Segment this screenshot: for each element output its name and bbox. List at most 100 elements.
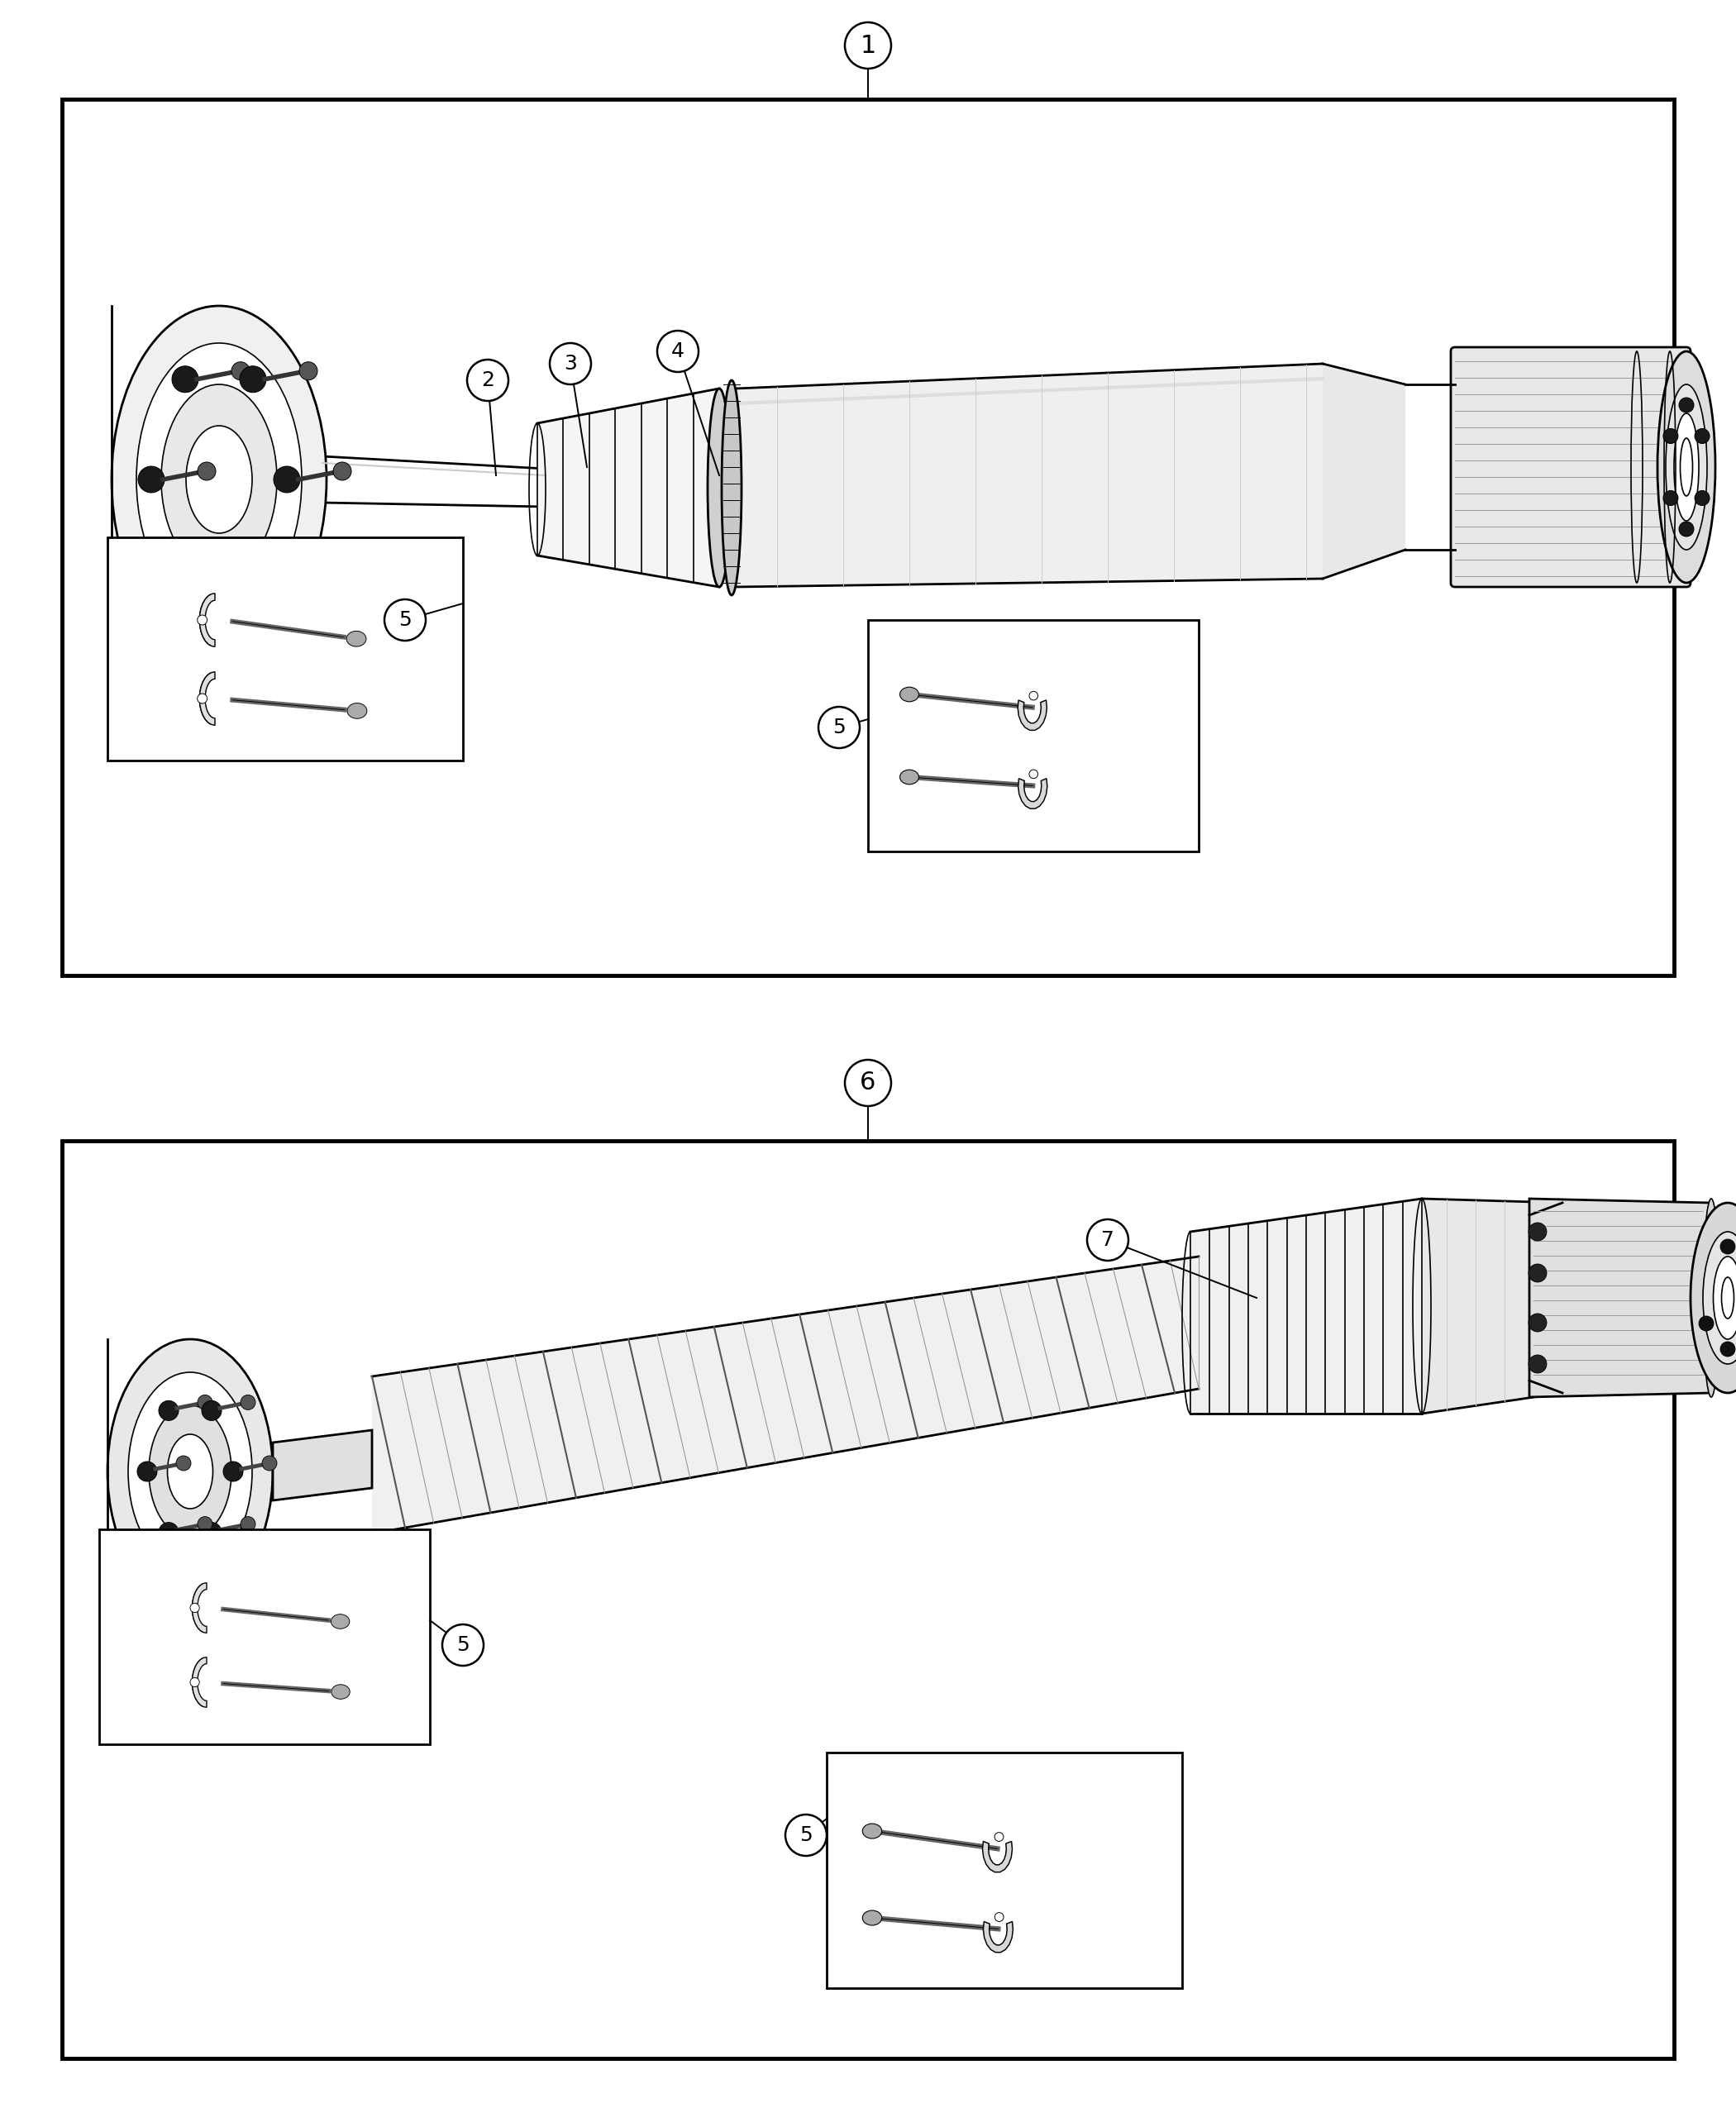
Polygon shape bbox=[372, 1256, 1198, 1533]
Ellipse shape bbox=[299, 363, 318, 379]
Ellipse shape bbox=[172, 367, 198, 392]
Text: 5: 5 bbox=[833, 717, 845, 738]
Circle shape bbox=[818, 706, 859, 748]
Text: 2: 2 bbox=[481, 371, 495, 390]
Ellipse shape bbox=[198, 1516, 212, 1533]
Ellipse shape bbox=[1667, 384, 1706, 550]
Polygon shape bbox=[1017, 700, 1047, 729]
Polygon shape bbox=[200, 592, 215, 647]
Ellipse shape bbox=[332, 1615, 349, 1629]
Ellipse shape bbox=[899, 769, 918, 784]
Ellipse shape bbox=[1658, 352, 1715, 582]
Circle shape bbox=[845, 1060, 891, 1107]
Text: 1: 1 bbox=[859, 34, 877, 57]
Ellipse shape bbox=[1528, 1313, 1547, 1332]
Ellipse shape bbox=[347, 630, 366, 647]
Polygon shape bbox=[1323, 365, 1406, 580]
Ellipse shape bbox=[201, 1522, 222, 1543]
Bar bbox=[868, 620, 1198, 852]
Ellipse shape bbox=[1700, 1315, 1713, 1330]
Polygon shape bbox=[323, 455, 545, 506]
Ellipse shape bbox=[1528, 1223, 1547, 1242]
Bar bbox=[62, 1140, 1674, 2057]
Ellipse shape bbox=[1674, 413, 1700, 521]
Ellipse shape bbox=[111, 306, 326, 653]
Ellipse shape bbox=[1703, 1231, 1736, 1364]
Circle shape bbox=[191, 1678, 200, 1686]
Ellipse shape bbox=[149, 1406, 231, 1537]
Ellipse shape bbox=[708, 388, 731, 586]
Circle shape bbox=[995, 1912, 1003, 1922]
Ellipse shape bbox=[1663, 491, 1679, 506]
Bar bbox=[99, 1528, 431, 1743]
Ellipse shape bbox=[231, 363, 250, 379]
Bar bbox=[108, 538, 464, 761]
Ellipse shape bbox=[899, 687, 918, 702]
Polygon shape bbox=[1191, 1199, 1422, 1414]
Polygon shape bbox=[200, 672, 215, 725]
Polygon shape bbox=[538, 388, 719, 586]
Ellipse shape bbox=[1679, 398, 1694, 413]
Ellipse shape bbox=[175, 1457, 191, 1471]
Ellipse shape bbox=[722, 379, 741, 594]
Ellipse shape bbox=[1720, 1341, 1736, 1358]
Ellipse shape bbox=[167, 1433, 214, 1509]
Text: 4: 4 bbox=[672, 341, 684, 360]
Ellipse shape bbox=[186, 426, 252, 533]
Circle shape bbox=[1087, 1218, 1128, 1261]
Ellipse shape bbox=[161, 384, 278, 575]
Ellipse shape bbox=[863, 1910, 882, 1925]
Polygon shape bbox=[1529, 1199, 1712, 1398]
Text: 5: 5 bbox=[800, 1826, 812, 1844]
Text: 5: 5 bbox=[399, 609, 411, 630]
Polygon shape bbox=[1017, 778, 1047, 809]
Ellipse shape bbox=[137, 344, 302, 616]
Polygon shape bbox=[193, 1583, 207, 1634]
Ellipse shape bbox=[231, 563, 250, 580]
Circle shape bbox=[467, 360, 509, 401]
Ellipse shape bbox=[241, 1395, 255, 1410]
Ellipse shape bbox=[108, 1339, 273, 1604]
Ellipse shape bbox=[224, 1461, 243, 1482]
Circle shape bbox=[198, 694, 207, 704]
Circle shape bbox=[658, 331, 698, 371]
Polygon shape bbox=[736, 365, 1323, 586]
Polygon shape bbox=[983, 1922, 1014, 1952]
Circle shape bbox=[550, 344, 590, 384]
Ellipse shape bbox=[158, 1522, 179, 1543]
Circle shape bbox=[1029, 691, 1038, 700]
Ellipse shape bbox=[128, 1372, 252, 1570]
Ellipse shape bbox=[274, 466, 300, 493]
Text: 5: 5 bbox=[457, 1636, 469, 1655]
Ellipse shape bbox=[137, 1461, 156, 1482]
Text: 6: 6 bbox=[859, 1071, 877, 1094]
Bar bbox=[62, 99, 1674, 976]
Ellipse shape bbox=[1663, 428, 1679, 443]
Circle shape bbox=[384, 599, 425, 641]
Ellipse shape bbox=[139, 466, 165, 493]
Polygon shape bbox=[273, 1429, 372, 1501]
Circle shape bbox=[198, 616, 207, 624]
Ellipse shape bbox=[1528, 1265, 1547, 1282]
Ellipse shape bbox=[1694, 491, 1710, 506]
Ellipse shape bbox=[299, 563, 318, 580]
Ellipse shape bbox=[240, 567, 266, 592]
Ellipse shape bbox=[262, 1457, 278, 1471]
Circle shape bbox=[443, 1625, 484, 1665]
Ellipse shape bbox=[333, 462, 351, 481]
Bar bbox=[826, 1752, 1182, 1988]
Polygon shape bbox=[983, 1840, 1012, 1872]
Ellipse shape bbox=[1691, 1204, 1736, 1393]
Ellipse shape bbox=[158, 1400, 179, 1421]
Ellipse shape bbox=[198, 462, 215, 481]
Text: 7: 7 bbox=[1101, 1231, 1115, 1250]
Circle shape bbox=[845, 23, 891, 70]
Ellipse shape bbox=[201, 1400, 222, 1421]
Ellipse shape bbox=[1694, 428, 1710, 443]
Ellipse shape bbox=[198, 1395, 212, 1410]
Polygon shape bbox=[1422, 1199, 1562, 1414]
Circle shape bbox=[785, 1815, 826, 1855]
Ellipse shape bbox=[1720, 1240, 1736, 1254]
Ellipse shape bbox=[1528, 1355, 1547, 1372]
Ellipse shape bbox=[1713, 1256, 1736, 1339]
